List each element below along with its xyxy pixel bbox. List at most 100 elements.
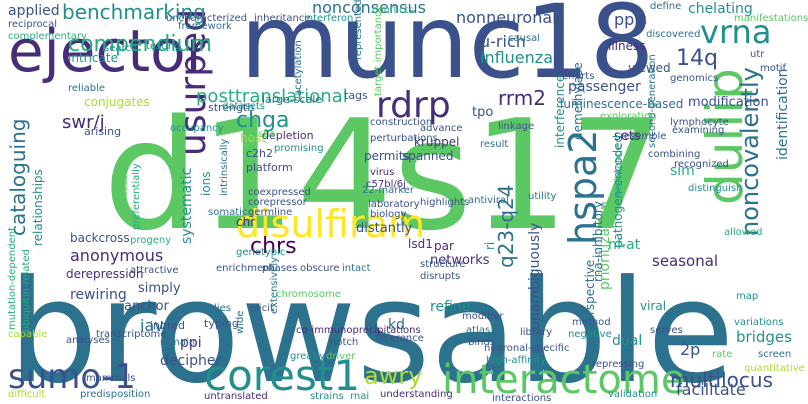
word: co-immunoprecipitations: [296, 325, 421, 336]
word: framework: [178, 21, 232, 32]
word: difficult: [8, 389, 46, 400]
word: exploration: [600, 111, 657, 122]
word: simply: [138, 281, 181, 296]
word: interference: [553, 74, 567, 148]
word: noncovalently: [736, 67, 764, 236]
word: driver: [326, 351, 356, 362]
word: permits: [364, 149, 410, 163]
word: par: [434, 239, 454, 253]
word: rna-inhibitory: [591, 201, 605, 282]
word: motif: [760, 63, 787, 74]
word: passenger: [568, 79, 641, 95]
word: wide: [235, 310, 246, 334]
word: systematic: [179, 167, 195, 244]
word: iav: [140, 316, 164, 335]
word: result: [480, 139, 509, 150]
word: binds: [468, 337, 496, 348]
word: dual: [612, 333, 643, 349]
word: disrupts: [420, 271, 461, 282]
word: posttranslational: [196, 86, 348, 107]
word: rrm2: [498, 86, 546, 110]
word: anchor: [124, 299, 169, 314]
word: interferon: [304, 13, 354, 24]
word: screen: [758, 349, 792, 360]
word: ejector: [8, 17, 210, 85]
word: awry: [364, 362, 423, 390]
word: map: [736, 291, 759, 302]
word: identification: [775, 68, 791, 160]
word: interactome: [442, 357, 686, 403]
word: promising: [274, 143, 324, 154]
word: antiviral: [468, 195, 509, 206]
word: relies: [204, 303, 231, 314]
word: 2p: [680, 340, 701, 359]
word: refine: [430, 299, 471, 315]
word: success: [119, 174, 130, 214]
word: nonneuronal: [456, 8, 557, 27]
word: understanding: [380, 389, 453, 400]
word: modifier: [462, 311, 504, 322]
word: analyses: [66, 335, 110, 346]
word: mutation-dependent: [7, 227, 18, 330]
word: allowed: [724, 227, 763, 238]
word: elicit: [250, 303, 274, 314]
word: seasonal: [652, 252, 719, 270]
word: quantitative: [744, 363, 805, 374]
word: interactions: [492, 393, 552, 404]
word: strains: [310, 391, 344, 402]
word: facilitate: [676, 380, 746, 399]
word: 14q: [676, 46, 718, 71]
word: utr: [750, 49, 765, 60]
word: swr/j: [62, 112, 105, 133]
word: 22-marker: [362, 185, 415, 196]
word: validation: [608, 389, 658, 400]
word: nf-at: [608, 237, 641, 253]
word: multilocus: [670, 368, 773, 392]
word: repressing: [592, 359, 645, 370]
word: unambiguously: [527, 222, 543, 330]
word: sim: [670, 163, 695, 179]
word: conjugates: [84, 95, 150, 109]
word: inbred: [150, 319, 186, 332]
word: second-generation: [647, 54, 658, 148]
word: kd: [388, 317, 405, 333]
word: applied: [8, 3, 60, 19]
word: ri: [483, 241, 497, 250]
word: discovered: [646, 29, 701, 40]
word: backcross: [70, 231, 130, 245]
word: target importance: [373, 5, 384, 96]
word: search: [104, 43, 138, 54]
word: library: [520, 327, 553, 338]
word: method: [572, 317, 611, 328]
word: progeny: [130, 235, 172, 246]
word: variations: [734, 317, 784, 328]
word: ions: [199, 171, 213, 196]
word: inheritance: [254, 13, 311, 24]
word: distinguish: [688, 183, 743, 194]
word: strength: [208, 101, 255, 114]
word: bridges: [736, 328, 792, 346]
word: represented: [353, 0, 364, 60]
word: advance: [420, 123, 463, 134]
word: perturbations: [370, 133, 438, 144]
word: ppis: [614, 10, 648, 29]
word: corepressor: [248, 197, 307, 208]
word: arising: [84, 125, 122, 138]
word: resistance: [613, 144, 624, 196]
word: d14s17: [103, 87, 666, 264]
word: tpo: [472, 105, 494, 120]
word: obscure: [300, 263, 340, 274]
word: derepression: [66, 267, 144, 281]
word: rdrp: [376, 85, 451, 126]
word: viral: [640, 299, 667, 313]
word: causal: [508, 33, 541, 44]
word: spanned: [402, 149, 454, 163]
word: somatic: [208, 207, 248, 218]
word: attractive: [130, 265, 179, 276]
word: chromosome: [276, 289, 341, 300]
word: chrs: [250, 234, 297, 259]
word: preferentially: [131, 163, 142, 230]
word: high-affinity: [486, 355, 547, 366]
word: acetylation: [293, 40, 304, 96]
